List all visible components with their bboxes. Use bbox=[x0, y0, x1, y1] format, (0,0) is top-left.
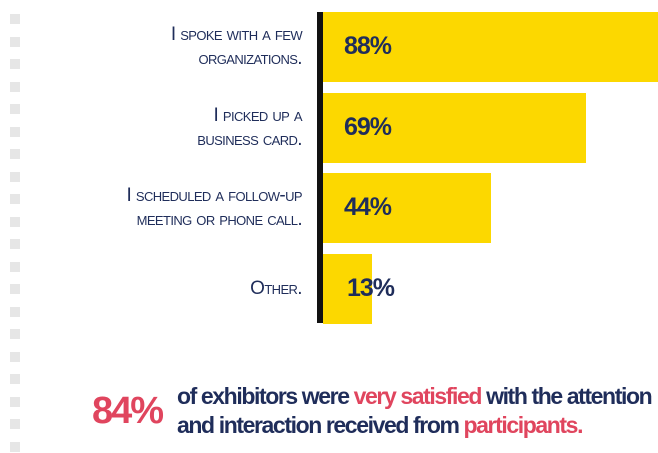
category-line: meeting or phone call. bbox=[136, 209, 303, 230]
decor-dot bbox=[10, 149, 20, 159]
bar bbox=[323, 173, 491, 243]
value-label: 69% bbox=[344, 112, 392, 141]
bar bbox=[323, 92, 586, 163]
decor-dot bbox=[10, 126, 20, 137]
category-line: organizations. bbox=[198, 48, 302, 69]
axis-line bbox=[317, 12, 323, 323]
decor-dot bbox=[10, 14, 20, 24]
value-label: 13% bbox=[347, 273, 395, 302]
category-label: Other. bbox=[250, 277, 302, 301]
category-label: I picked up a business card. bbox=[197, 104, 302, 152]
decor-dot bbox=[10, 261, 20, 272]
decor-dot bbox=[10, 306, 20, 317]
decor-dot bbox=[10, 284, 20, 294]
decor-dot bbox=[10, 329, 20, 339]
decor-dot bbox=[10, 374, 20, 384]
callout-part: participants. bbox=[463, 412, 584, 438]
callout-part: very satisfied bbox=[353, 383, 483, 409]
decor-dot bbox=[10, 239, 20, 249]
callout-stat: 84% bbox=[92, 390, 164, 432]
decor-dot bbox=[10, 441, 20, 452]
decor-dot bbox=[10, 351, 20, 362]
decor-dot bbox=[10, 171, 20, 182]
decor-dot bbox=[10, 216, 20, 227]
category-line: I picked up a bbox=[213, 104, 303, 126]
category-line: business card. bbox=[197, 128, 302, 150]
decor-dot bbox=[10, 419, 20, 429]
decor-dot bbox=[10, 36, 20, 47]
decor-dot bbox=[10, 104, 20, 114]
bar bbox=[323, 12, 658, 82]
value-label: 88% bbox=[344, 32, 392, 60]
callout-part: of exhibitors were bbox=[177, 383, 350, 409]
callout-text: of exhibitors were very satisfied with t… bbox=[177, 382, 653, 440]
decor-dot bbox=[10, 396, 20, 407]
decor-dot bbox=[10, 81, 20, 92]
category-label: I scheduled a follow-up meeting or phone … bbox=[126, 184, 303, 232]
value-label: 44% bbox=[344, 193, 392, 221]
decor-dot bbox=[10, 194, 20, 204]
category-label: I spoke with a few organizations. bbox=[170, 23, 303, 71]
callout-part: with the attention and bbox=[177, 383, 653, 438]
category-line: I spoke with a few bbox=[170, 24, 303, 45]
bar bbox=[323, 253, 373, 324]
category-line: Other. bbox=[250, 277, 302, 299]
category-line: I scheduled a follow-up bbox=[126, 185, 303, 206]
decor-dot bbox=[10, 59, 20, 69]
callout-part: interaction received from bbox=[218, 412, 460, 438]
